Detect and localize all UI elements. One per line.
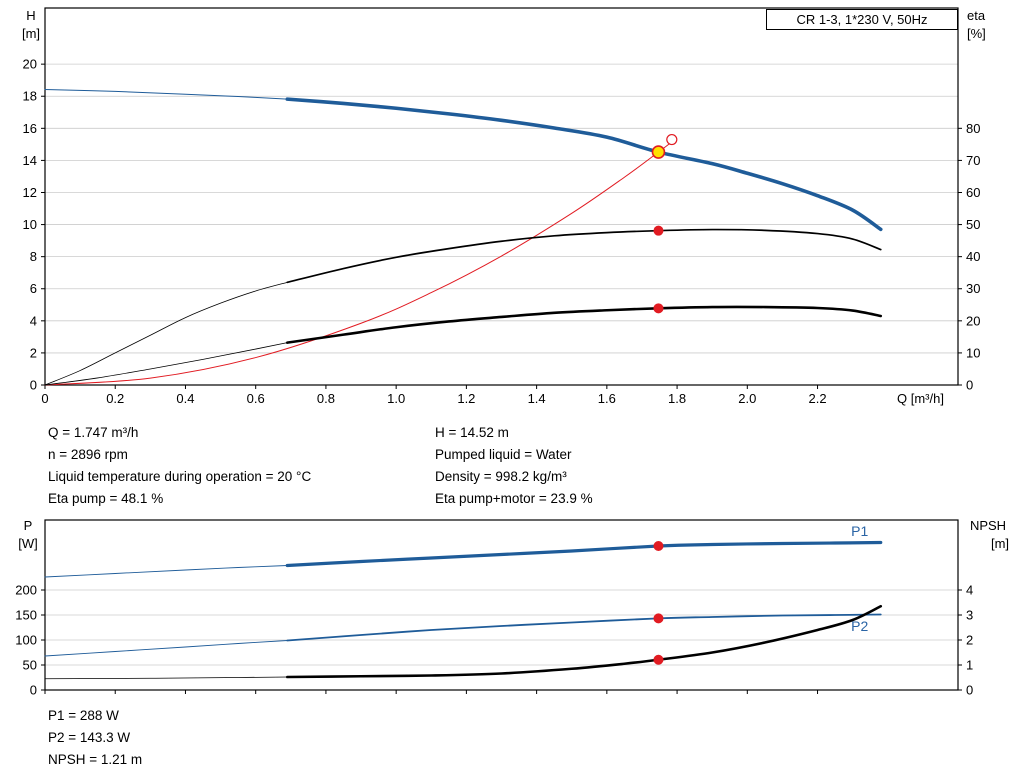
p1-point	[653, 541, 664, 551]
y-left-tick-label: 2	[30, 345, 37, 360]
p2-curve	[286, 613, 882, 642]
system-curve	[44, 141, 673, 386]
info-flow: Q = 1.747 m³/h	[48, 425, 139, 440]
y-right-tick-label: 1	[966, 658, 973, 673]
y-left-tick-label: 50	[23, 658, 37, 673]
y-left-tick-label: 150	[15, 608, 37, 623]
axis-title: [%]	[967, 26, 986, 41]
y-left-tick-label: 20	[23, 57, 37, 72]
axis-title: P	[24, 518, 33, 533]
y-right-tick-label: 70	[966, 153, 980, 168]
y-right-tick-label: 2	[966, 633, 973, 648]
pump-model-box: CR 1-3, 1*230 V, 50Hz	[766, 9, 958, 30]
y-left-tick-label: 10	[23, 217, 37, 232]
eta-pump-curve	[286, 228, 882, 284]
operating-data-left-column: Q = 1.747 m³/h n = 2896 rpm Liquid tempe…	[48, 422, 311, 510]
x-tick-label: 2.2	[808, 391, 826, 406]
x-tick-label: 1.4	[528, 391, 546, 406]
y-right-tick-label: 3	[966, 608, 973, 623]
y-left-tick-label: 14	[23, 153, 37, 168]
power-data-column: P1 = 288 W P2 = 143.3 W NPSH = 1.21 m	[48, 705, 142, 771]
x-axis-title: Q [m³/h]	[897, 391, 944, 406]
p1-curve-extension	[44, 565, 288, 578]
x-tick-label: 1.0	[387, 391, 405, 406]
info-head: H = 14.52 m	[435, 425, 509, 440]
y-right-tick-label: 0	[966, 378, 973, 393]
axis-title: NPSH	[970, 518, 1006, 533]
axis-title: [m]	[991, 536, 1009, 551]
x-tick-label: 1.2	[457, 391, 475, 406]
info-npsh: NPSH = 1.21 m	[48, 752, 143, 767]
requested-duty-point	[666, 133, 678, 146]
eta-pump-motor-curve	[285, 305, 883, 344]
x-tick-label: 1.8	[668, 391, 686, 406]
y-left-tick-label: 6	[30, 281, 37, 296]
x-tick-label: 0.4	[176, 391, 194, 406]
axis-title: eta	[967, 8, 986, 23]
x-tick-label: 0.8	[317, 391, 335, 406]
y-right-tick-label: 40	[966, 249, 980, 264]
plot-border	[44, 7, 959, 386]
power-npsh-chart: 0 50 100 150 200 0 1 2 3 4 P [W] NPSH [m] P1 P2	[15, 518, 1009, 698]
y-right-tick-label: 30	[966, 281, 980, 296]
y-left-tick-label: 16	[23, 121, 37, 136]
head-curve	[285, 97, 883, 232]
head-curve-extension	[44, 88, 288, 100]
eta-pump-extension	[44, 281, 288, 386]
npsh-curve-extension	[44, 676, 288, 680]
pump-performance-chart: 0 2 4 6 8 10 12 14 16 18 20 0 10 20 30 40 50 60 70 80 0 0.2 0.…	[22, 7, 986, 406]
y-right-tick-label: 10	[966, 345, 980, 360]
npsh-point	[653, 654, 664, 665]
eta-pump-motor-point	[653, 303, 664, 314]
plot-border	[44, 519, 959, 691]
axis-title: H	[26, 8, 35, 23]
info-eta-pump-motor: Eta pump+motor = 23.9 %	[435, 491, 593, 506]
pump-model-label: CR 1-3, 1*230 V, 50Hz	[796, 12, 928, 27]
x-tick-label: 2.0	[738, 391, 756, 406]
p1-curve	[285, 540, 883, 568]
y-right-tick-label: 4	[966, 583, 973, 598]
info-speed: n = 2896 rpm	[48, 447, 128, 462]
y-left-tick-label: 0	[30, 378, 37, 393]
eta-pump-point	[653, 225, 664, 236]
info-pumped-liquid: Pumped liquid = Water	[435, 447, 572, 462]
y-left-tick-label: 8	[30, 249, 37, 264]
y-right-tick-label: 50	[966, 217, 980, 232]
y-left-tick-label: 0	[30, 683, 37, 698]
y-left-tick-label: 12	[23, 185, 37, 200]
p2-point	[653, 613, 664, 624]
info-p2: P2 = 143.3 W	[48, 730, 131, 745]
y-left-tick-label: 4	[30, 313, 37, 328]
npsh-curve	[285, 604, 883, 679]
y-right-tick-label: 60	[966, 185, 980, 200]
y-right-tick-label: 20	[966, 313, 980, 328]
x-tick-label: 1.6	[598, 391, 616, 406]
y-right-tick-label: 80	[966, 121, 980, 136]
duty-point	[651, 145, 666, 159]
p1-label: P1	[851, 523, 868, 539]
x-tick-label: 0.6	[247, 391, 265, 406]
y-left-tick-label: 100	[15, 633, 37, 648]
axis-title: [W]	[18, 536, 38, 551]
y-left-tick-label: 18	[23, 89, 37, 104]
y-left-tick-label: 200	[15, 583, 37, 598]
x-tick-label: 0	[41, 391, 48, 406]
operating-data-right-column: H = 14.52 m Pumped liquid = Water Densit…	[435, 422, 593, 510]
eta-pump-motor-extension	[44, 342, 288, 386]
info-liquid-temperature: Liquid temperature during operation = 20…	[48, 469, 312, 484]
info-p1: P1 = 288 W	[48, 708, 119, 723]
info-eta-pump: Eta pump = 48.1 %	[48, 491, 164, 506]
axis-title: [m]	[22, 26, 40, 41]
p2-curve-extension	[44, 640, 288, 657]
x-tick-label: 0.2	[106, 391, 124, 406]
p2-label: P2	[851, 618, 868, 634]
y-right-tick-label: 0	[966, 683, 973, 698]
info-density: Density = 998.2 kg/m³	[435, 469, 567, 484]
